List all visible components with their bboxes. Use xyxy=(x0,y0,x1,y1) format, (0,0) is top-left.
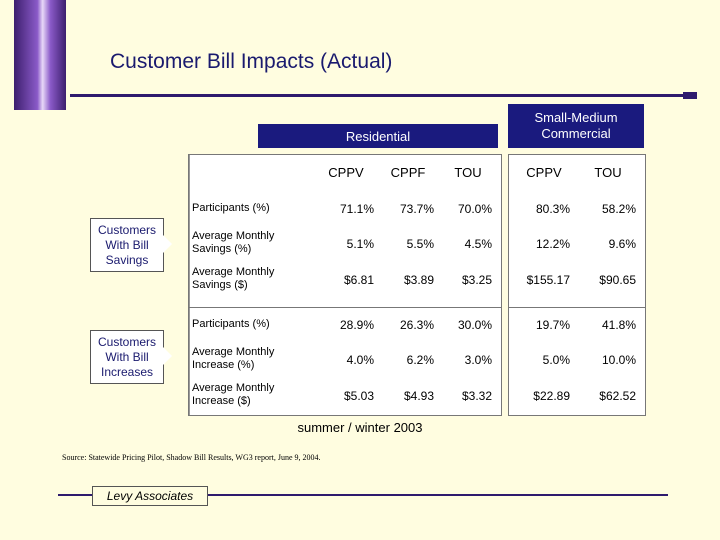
table-cell: $3.89 xyxy=(403,273,434,287)
col-header: CPPF xyxy=(390,165,426,180)
col-header: TOU xyxy=(454,165,482,180)
title-divider xyxy=(70,94,695,97)
group-savings-label: Customers With Bill Savings xyxy=(97,222,156,267)
group-increases: Customers With Bill Increases xyxy=(90,330,164,384)
row-label-line-2: Increase ($) xyxy=(192,395,251,407)
group-increases-arrow xyxy=(162,346,172,366)
table-cell: 80.3% xyxy=(535,202,570,216)
table-cell: $155.17 xyxy=(526,273,570,287)
row-label-line-1: Average Monthly xyxy=(192,382,275,394)
table-cell: 4.5% xyxy=(464,237,492,251)
table-cell: $4.93 xyxy=(403,389,434,403)
table-cell: $62.52 xyxy=(599,389,636,403)
table-cell: $22.89 xyxy=(533,389,570,403)
table-cell: 58.2% xyxy=(601,202,636,216)
row-label-line-1: Average Monthly xyxy=(192,266,275,278)
table-cell: $6.81 xyxy=(343,273,374,287)
table-cell: 28.9% xyxy=(339,318,374,332)
table-cell: 5.5% xyxy=(406,237,434,251)
row-label-line-1: Participants (%) xyxy=(192,202,270,214)
table-cell: 12.2% xyxy=(535,237,570,251)
group-savings-arrow xyxy=(162,234,172,254)
residential-table xyxy=(188,154,502,416)
table-cell: 3.0% xyxy=(464,353,492,367)
footer-divider xyxy=(58,494,668,496)
table-cell: 9.6% xyxy=(608,237,636,251)
page-title: Customer Bill Impacts (Actual) xyxy=(110,50,393,73)
table-cell: 10.0% xyxy=(601,353,636,367)
row-label-line-1: Average Monthly xyxy=(192,346,275,358)
commercial-header-line-1: Small-Medium xyxy=(534,110,618,125)
row-label-line-1: Participants (%) xyxy=(192,318,270,330)
group-increases-label: Customers With Bill Increases xyxy=(97,334,156,379)
row-label-line-2: Savings ($) xyxy=(192,279,248,291)
table-cell: 5.1% xyxy=(346,237,374,251)
commercial-table xyxy=(508,154,646,416)
row-label: Participants (%) xyxy=(192,318,270,331)
table-cell: 73.7% xyxy=(399,202,434,216)
row-label: Participants (%) xyxy=(192,202,270,215)
table-cell: 6.2% xyxy=(406,353,434,367)
table-cell: 4.0% xyxy=(346,353,374,367)
table-cell: $3.32 xyxy=(461,389,492,403)
commercial-header: Small-Medium Commercial xyxy=(508,104,644,148)
table-cell: $5.03 xyxy=(343,389,374,403)
table-cell: 30.0% xyxy=(457,318,492,332)
title-accent-bar xyxy=(14,0,66,110)
table-cell: $90.65 xyxy=(599,273,636,287)
row-label-line-1: Average Monthly xyxy=(192,230,275,242)
residential-header: Residential xyxy=(258,124,498,148)
table-cell: 41.8% xyxy=(601,318,636,332)
company-logo: Levy Associates xyxy=(92,486,208,506)
source-citation: Source: Statewide Pricing Pilot, Shadow … xyxy=(62,453,321,462)
table-cell: $3.25 xyxy=(461,273,492,287)
table-cell: 71.1% xyxy=(339,202,374,216)
row-label: Average Monthly Increase ($) xyxy=(192,382,274,408)
col-header: TOU xyxy=(594,165,622,180)
table-cell: 19.7% xyxy=(535,318,570,332)
commercial-header-line-2: Commercial xyxy=(541,126,611,141)
title-divider-end xyxy=(683,92,697,99)
col-header: CPPV xyxy=(328,165,364,180)
row-label-line-2: Savings (%) xyxy=(192,243,252,255)
row-label: Average Monthly Savings (%) xyxy=(192,230,274,256)
table-cell: 5.0% xyxy=(542,353,570,367)
group-savings: Customers With Bill Savings xyxy=(90,218,164,272)
row-label: Average Monthly Savings ($) xyxy=(192,266,274,292)
row-label: Average Monthly Increase (%) xyxy=(192,346,274,372)
row-label-line-2: Increase (%) xyxy=(192,359,255,371)
table-cell: 26.3% xyxy=(399,318,434,332)
col-header: CPPV xyxy=(526,165,562,180)
table-cell: 70.0% xyxy=(457,202,492,216)
season-note: summer / winter 2003 xyxy=(297,420,423,435)
